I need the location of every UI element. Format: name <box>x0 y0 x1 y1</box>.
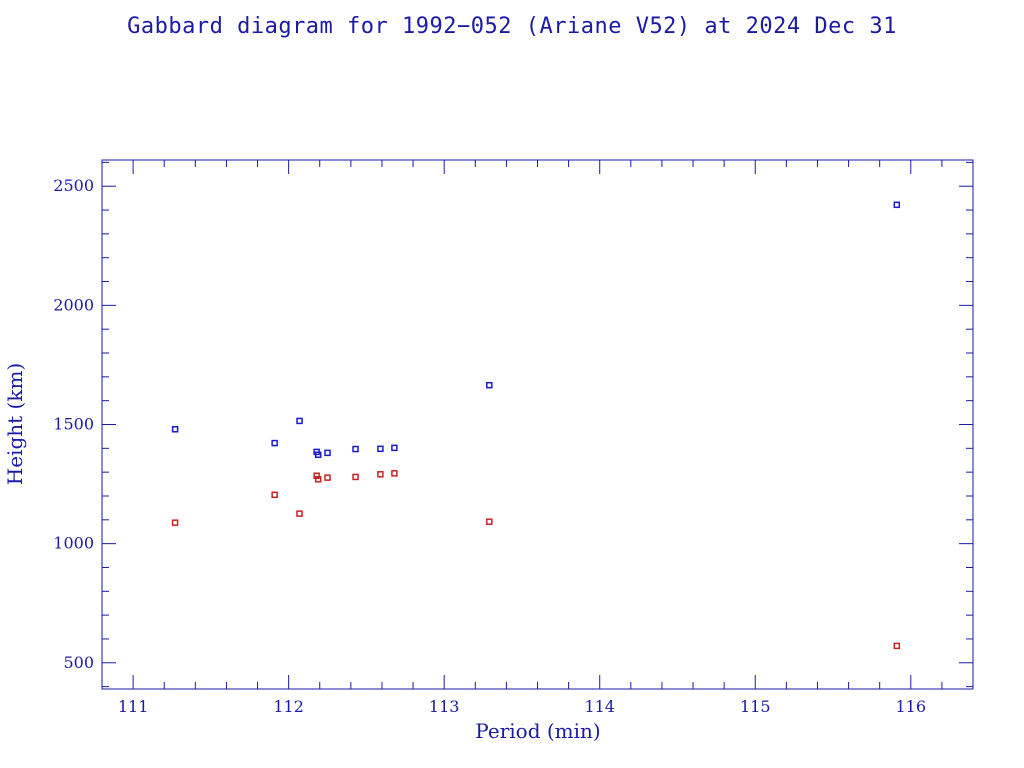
apogee-point <box>314 451 322 459</box>
x-tick-label: 112 <box>273 697 304 716</box>
apogee-point <box>171 426 179 433</box>
apogee-point <box>391 444 398 452</box>
data-points <box>171 201 901 650</box>
y-axis-label: Height (km) <box>3 363 27 485</box>
plot-frame <box>101 159 974 690</box>
perigee-point <box>893 642 901 650</box>
x-axis-label: Period (min) <box>475 719 600 743</box>
perigee-point <box>324 474 331 481</box>
perigee-point <box>314 476 322 483</box>
apogee-point <box>893 201 901 209</box>
x-tick-label: 116 <box>896 697 927 716</box>
x-tick-label: 115 <box>740 697 771 716</box>
tick-marks <box>101 160 974 689</box>
y-tick-label: 2500 <box>53 176 94 195</box>
apogee-point <box>271 439 278 447</box>
y-tick-label: 1000 <box>53 534 94 553</box>
tick-labels: 111 112 113 114 115 116 500 1000 1500 2000 2500 <box>53 176 926 716</box>
perigee-point <box>391 470 398 477</box>
apogee-point <box>296 417 303 425</box>
x-tick-label: 113 <box>429 697 460 716</box>
chart-title: Gabbard diagram for 1992−052 (Ariane V52… <box>127 14 897 39</box>
perigee-point <box>377 471 384 478</box>
perigee-point <box>486 518 493 525</box>
y-tick-label: 1500 <box>53 415 94 434</box>
apogee-point <box>352 445 359 453</box>
apogee-point <box>324 449 331 457</box>
perigee-point <box>352 473 359 481</box>
x-tick-label: 114 <box>584 697 615 716</box>
apogee-point <box>486 381 493 389</box>
perigee-point <box>313 472 320 479</box>
x-tick-label: 111 <box>118 697 149 716</box>
perigee-point <box>171 519 179 526</box>
perigee-point <box>296 510 303 517</box>
y-tick-label: 2000 <box>53 295 94 314</box>
apogee-point <box>377 445 384 453</box>
perigee-point <box>271 491 278 499</box>
y-tick-label: 500 <box>63 653 94 672</box>
